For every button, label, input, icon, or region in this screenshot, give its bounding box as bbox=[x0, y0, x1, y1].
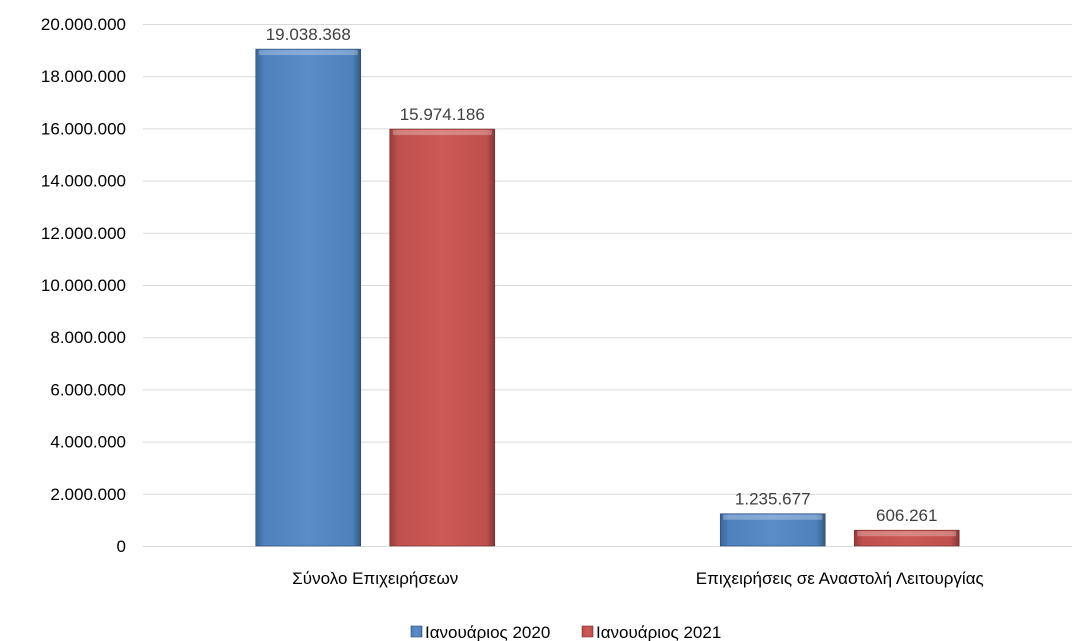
legend: Ιανουάριος 2020 Ιανουάριος 2021 bbox=[410, 623, 721, 641]
data-label: 19.038.368 bbox=[266, 25, 351, 44]
legend-swatch-2020 bbox=[410, 625, 423, 638]
y-tick-label: 10.000.000 bbox=[41, 276, 126, 295]
y-tick-label: 4.000.000 bbox=[50, 433, 126, 452]
y-tick-label: 0 bbox=[117, 537, 126, 556]
legend-swatch-2021 bbox=[581, 625, 594, 638]
data-label: 606.261 bbox=[876, 506, 937, 525]
bar-2021-1 bbox=[853, 529, 960, 547]
y-tick-label: 16.000.000 bbox=[41, 119, 126, 138]
bar-highlight bbox=[258, 50, 358, 56]
x-category-label: Σύνολο Επιχειρήσεων bbox=[292, 569, 458, 588]
x-axis-categories: Σύνολο Επιχειρήσεων Επιχειρήσεις σε Αναστ… bbox=[292, 569, 983, 588]
y-tick-label: 18.000.000 bbox=[41, 67, 126, 86]
bar-highlight bbox=[392, 130, 492, 136]
bar-highlight bbox=[857, 531, 957, 537]
legend-label-2020: Ιανουάριος 2020 bbox=[425, 623, 550, 641]
data-label: 15.974.186 bbox=[400, 105, 485, 124]
data-label: 1.235.677 bbox=[735, 490, 811, 509]
bar-highlight bbox=[723, 514, 823, 520]
bars bbox=[255, 48, 960, 547]
bar-2021-0 bbox=[389, 128, 496, 547]
legend-label-2021: Ιανουάριος 2021 bbox=[596, 623, 721, 641]
y-tick-label: 14.000.000 bbox=[41, 172, 126, 191]
data-labels: 19.038.368 15.974.186 1.235.677 606.261 bbox=[266, 25, 938, 525]
y-tick-label: 6.000.000 bbox=[50, 380, 126, 399]
bar-2020-1 bbox=[719, 513, 826, 547]
y-tick-label: 2.000.000 bbox=[50, 485, 126, 504]
x-category-label: Επιχειρήσεις σε Αναστολή Λειτουργίας bbox=[696, 569, 984, 588]
y-tick-label: 20.000.000 bbox=[41, 15, 126, 34]
bar-2020-0 bbox=[255, 48, 362, 547]
y-tick-label: 12.000.000 bbox=[41, 224, 126, 243]
y-axis-ticks: 0 2.000.000 4.000.000 6.000.000 8.000.000 10.… bbox=[41, 15, 126, 556]
y-tick-label: 8.000.000 bbox=[50, 328, 126, 347]
